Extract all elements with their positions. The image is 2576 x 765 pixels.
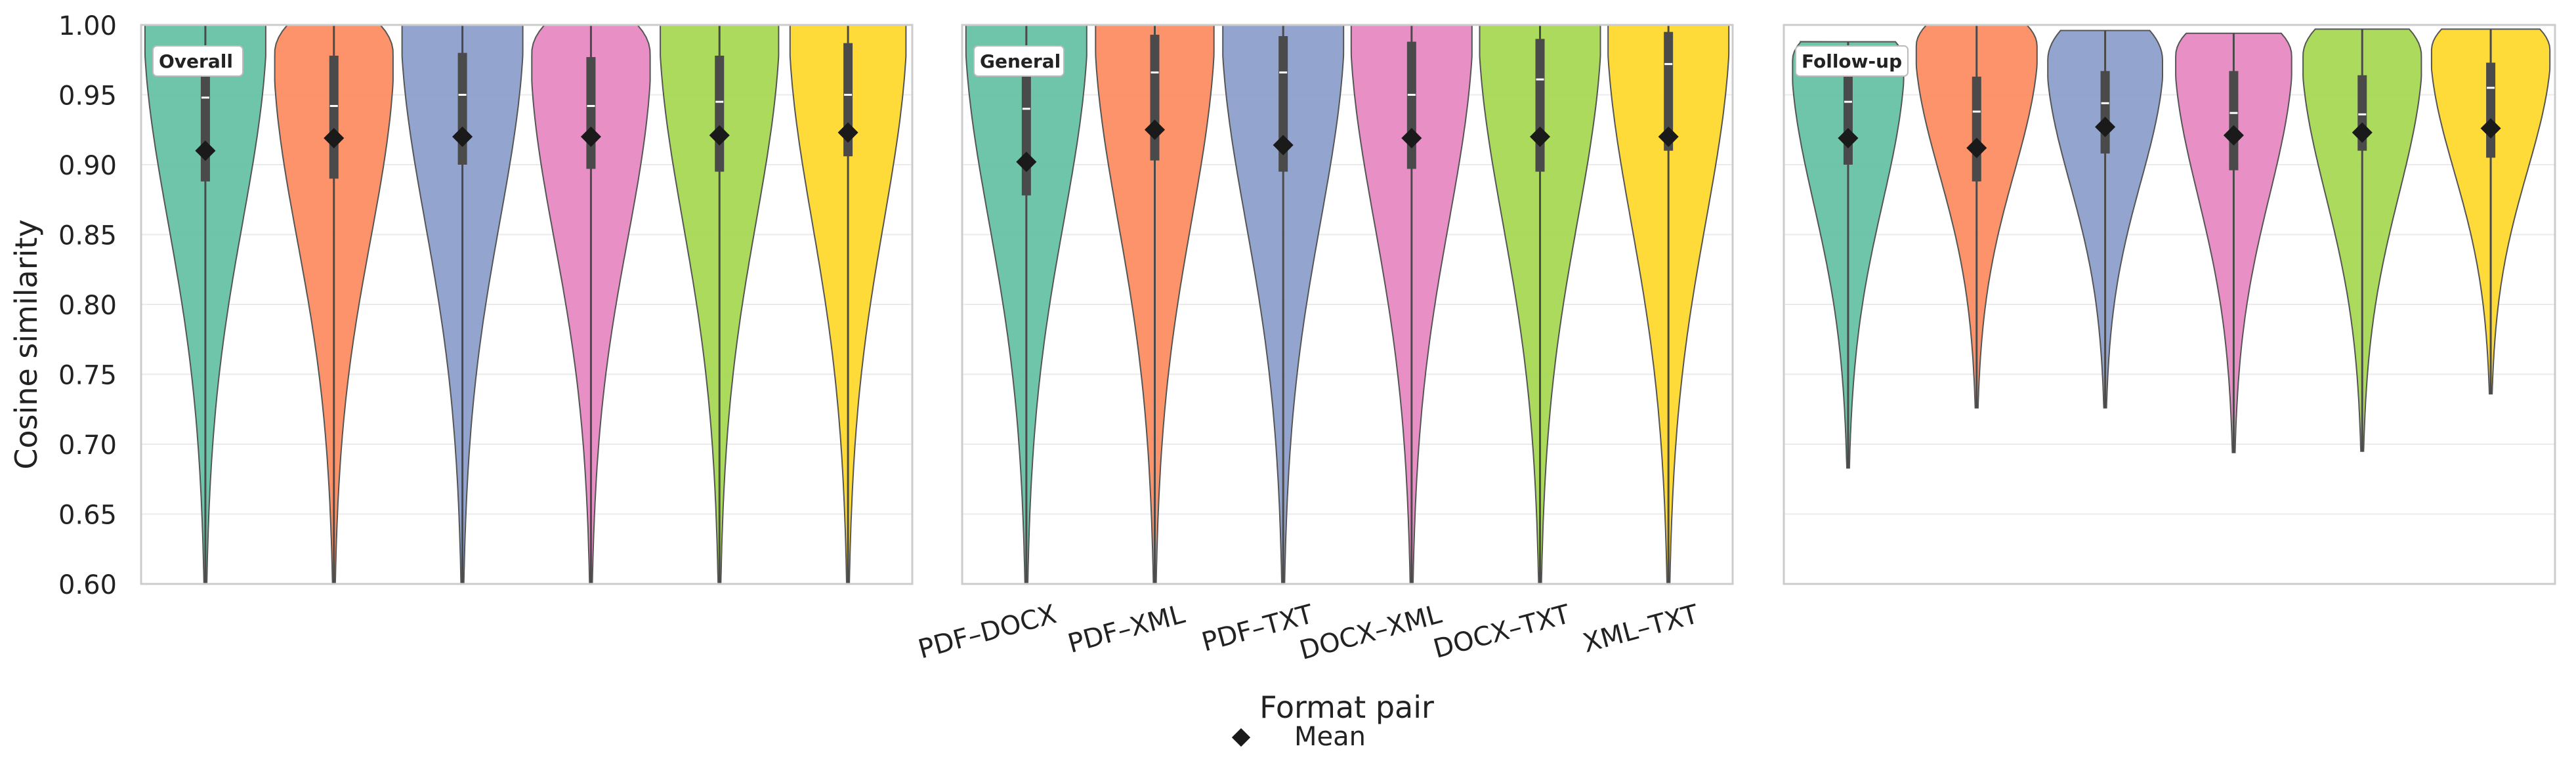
panel-frame bbox=[140, 24, 914, 585]
panel-overall: Overall bbox=[140, 24, 914, 585]
violin-1 bbox=[965, 25, 1087, 584]
panel-frame bbox=[961, 24, 1734, 585]
panel-title-badge bbox=[152, 45, 243, 77]
violin-4 bbox=[1350, 25, 1473, 584]
violin-6 bbox=[2430, 28, 2551, 395]
y-tick-label: 0.65 bbox=[58, 501, 117, 531]
iqr-box bbox=[1150, 34, 1160, 161]
iqr-box bbox=[1972, 76, 1981, 182]
violin-6 bbox=[789, 25, 907, 584]
legend-mean-marker bbox=[1231, 728, 1251, 747]
y-tick-label: 0.95 bbox=[58, 81, 117, 112]
iqr-box bbox=[1664, 31, 1674, 151]
x-axis-label: Format pair bbox=[1259, 690, 1434, 725]
mean-marker bbox=[1401, 127, 1422, 149]
mean-marker bbox=[1529, 126, 1551, 147]
violin-1 bbox=[1792, 41, 1905, 469]
x-tick-label: PDF–XML bbox=[1065, 599, 1189, 659]
iqr-box bbox=[1535, 39, 1545, 172]
violin-5 bbox=[660, 25, 780, 584]
y-axis-label: Cosine similarity bbox=[9, 219, 44, 469]
legend: Mean bbox=[1231, 722, 1366, 752]
violin-1 bbox=[144, 25, 266, 584]
violin-2 bbox=[274, 25, 394, 584]
mean-marker bbox=[2352, 122, 2373, 143]
x-tick-label: DOCX–XML bbox=[1296, 599, 1445, 666]
violin-3 bbox=[1222, 25, 1345, 584]
mean-marker bbox=[1838, 127, 1859, 149]
mean-marker bbox=[2095, 116, 2116, 138]
panel-title-badge bbox=[973, 45, 1065, 77]
iqr-box bbox=[2486, 62, 2496, 158]
y-tick-label: 0.90 bbox=[58, 151, 117, 181]
panel-frame bbox=[1783, 24, 2556, 585]
panel-title: General bbox=[980, 51, 1061, 72]
panels-layer: 0.60 0.65 0.70 0.75 0.80 0.85 0.90 0.95 1.00 Over… bbox=[58, 11, 2556, 666]
y-tick-label: 0.85 bbox=[58, 221, 117, 251]
y-tick-label: 0.80 bbox=[58, 291, 117, 321]
x-tick-label: PDF–DOCX bbox=[915, 599, 1059, 665]
iqr-box bbox=[715, 55, 725, 172]
violin-6 bbox=[1607, 25, 1730, 584]
violin-2 bbox=[1915, 25, 2038, 409]
legend-mean-label: Mean bbox=[1294, 722, 1366, 752]
iqr-box bbox=[586, 56, 596, 169]
iqr-box bbox=[1406, 41, 1416, 169]
violin-2 bbox=[1095, 25, 1215, 584]
x-tick-label: XML–TXT bbox=[1580, 599, 1702, 659]
iqr-box bbox=[2229, 71, 2239, 171]
mean-marker bbox=[2480, 118, 2501, 139]
x-tick-label: DOCX–TXT bbox=[1430, 599, 1573, 665]
panel-title: Follow-up bbox=[1802, 51, 1902, 72]
violin-5 bbox=[1479, 25, 1601, 584]
mean-marker bbox=[1966, 137, 1987, 158]
iqr-box bbox=[329, 55, 339, 179]
y-tick-label: 0.75 bbox=[58, 361, 117, 391]
violin-3 bbox=[401, 25, 524, 584]
y-tick-label: 0.70 bbox=[58, 430, 117, 461]
y-tick-label: 0.60 bbox=[58, 570, 117, 600]
iqr-box bbox=[2100, 71, 2110, 154]
mean-marker bbox=[195, 140, 216, 161]
mean-marker bbox=[2223, 125, 2244, 146]
violin-4 bbox=[531, 25, 651, 584]
panel-title-badge bbox=[1795, 45, 1909, 77]
iqr-box bbox=[457, 52, 467, 165]
violin-5 bbox=[2302, 28, 2422, 452]
mean-marker bbox=[1658, 126, 1679, 147]
panel-follow-up: Follow-up bbox=[1783, 24, 2556, 585]
violin-3 bbox=[2047, 30, 2163, 409]
panel-title: Overall bbox=[159, 51, 233, 72]
violin-4 bbox=[2175, 32, 2292, 453]
y-tick-label: 1.00 bbox=[58, 11, 117, 41]
